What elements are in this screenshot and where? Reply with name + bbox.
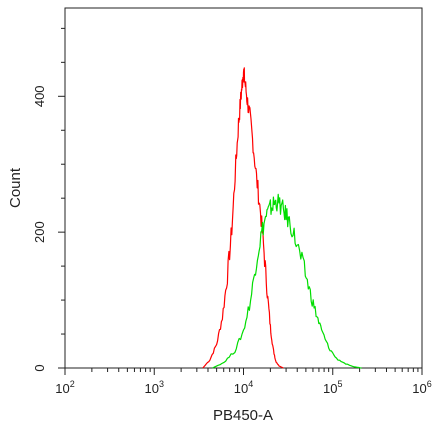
series-layer xyxy=(202,67,362,369)
x-axis-ticks: 102 103 104 105 106 xyxy=(55,368,432,396)
series-line xyxy=(212,193,362,369)
y-tick-label: 200 xyxy=(32,221,47,243)
y-tick-label: 0 xyxy=(32,364,47,371)
x-tick-label: 106 xyxy=(412,379,431,396)
series-line xyxy=(202,67,284,369)
x-tick-label: 102 xyxy=(55,379,74,396)
x-axis-label: PB450-A xyxy=(213,407,273,424)
x-tick-label: 103 xyxy=(145,379,164,396)
x-tick-label: 105 xyxy=(323,379,342,396)
y-tick-label: 400 xyxy=(32,85,47,107)
plot-frame xyxy=(64,7,423,369)
y-axis-label: Count xyxy=(7,167,24,208)
x-tick-label: 104 xyxy=(234,379,253,396)
y-axis-ticks: 0 200 400 xyxy=(32,27,65,372)
